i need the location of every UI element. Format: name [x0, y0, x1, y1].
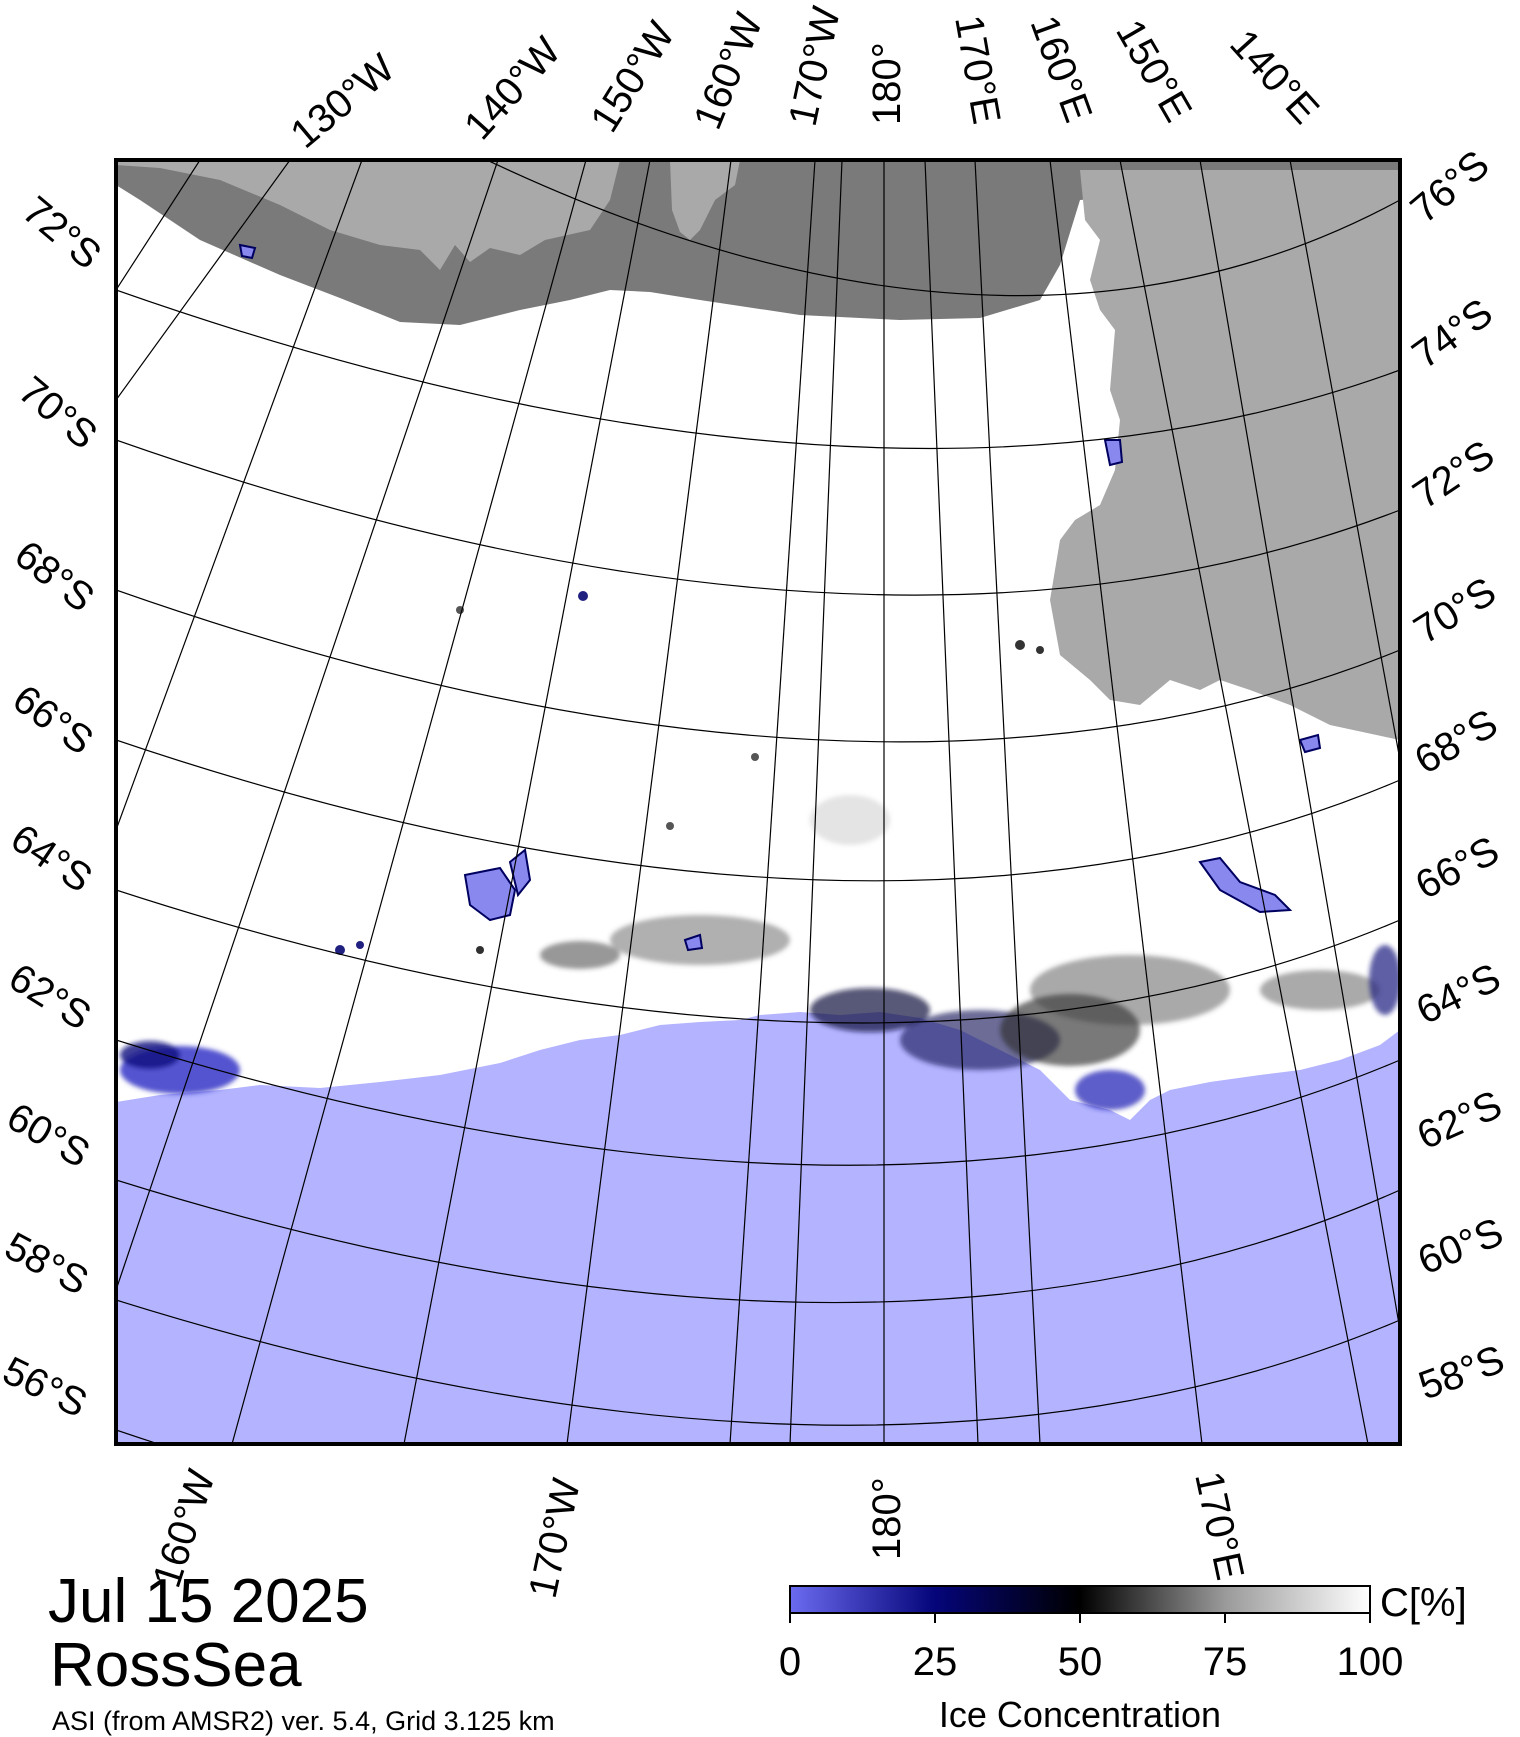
lon-label-top: 170°E — [946, 12, 1008, 127]
lat-label-right: 58°S — [1413, 1337, 1510, 1408]
colorbar-tick-label: 100 — [1337, 1640, 1404, 1684]
land-upper — [116, 160, 620, 270]
top-lon-labels: 130°W 140°W 150°W 160°W 170°W 180° 170°E… — [283, 3, 1328, 157]
map-date: Jul 15 2025 — [48, 1567, 369, 1636]
lon-label-top: 160°W — [686, 7, 772, 135]
colorbar: 0 25 50 75 100 C[%] Ice Concentration — [779, 1581, 1467, 1735]
lat-label-left: 70°S — [10, 368, 105, 458]
map-frame — [114, 158, 1402, 1446]
lat-label-left: 60°S — [0, 1095, 97, 1177]
left-lat-labels: 72°S 70°S 68°S 66°S 64°S 62°S 60°S 58°S … — [0, 188, 109, 1426]
data-source: ASI (from AMSR2) ver. 5.4, Grid 3.125 km — [52, 1706, 555, 1736]
colorbar-tick-label: 0 — [779, 1640, 801, 1684]
colorbar-title: Ice Concentration — [939, 1694, 1221, 1735]
lat-label-left: 64°S — [3, 816, 100, 901]
lon-label-top: 140°W — [456, 29, 569, 148]
lat-label-left: 66°S — [5, 677, 101, 764]
lat-label-right: 72°S — [1405, 432, 1502, 517]
polynyas — [238, 243, 1322, 955]
lat-label-right: 70°S — [1406, 569, 1503, 653]
lon-label-top: 180° — [865, 42, 909, 125]
lon-label-bottom: 170°W — [521, 1475, 589, 1602]
lat-label-right: 62°S — [1411, 1083, 1509, 1159]
lon-label-top: 170°W — [781, 3, 849, 130]
lon-label-bottom: 180° — [865, 1477, 909, 1560]
lon-label-top: 150°W — [582, 14, 683, 140]
lat-label-left: 72°S — [14, 188, 109, 278]
colorbar-tick-label: 75 — [1203, 1640, 1248, 1684]
lon-label-top: 130°W — [283, 46, 404, 157]
lon-label-top: 160°E — [1022, 10, 1101, 128]
ocean — [116, 1012, 1400, 1444]
lat-label-right: 60°S — [1412, 1210, 1509, 1283]
lat-label-right: 68°S — [1408, 701, 1505, 783]
victoria-land — [1050, 170, 1400, 740]
lon-label-bottom: 170°E — [1186, 1468, 1252, 1584]
lat-label-right: 66°S — [1409, 828, 1507, 908]
lat-label-right: 76°S — [1403, 142, 1498, 232]
right-lat-labels: 76°S 74°S 72°S 70°S 68°S 66°S 64°S 62°S … — [1403, 142, 1510, 1408]
lat-label-right: 74°S — [1404, 290, 1500, 377]
lat-label-left: 62°S — [1, 955, 98, 1039]
colorbar-tick-label: 25 — [913, 1640, 958, 1684]
graticule — [116, 160, 1400, 1444]
land-ridge — [670, 160, 740, 240]
lat-label-right: 64°S — [1410, 955, 1508, 1033]
lon-label-top: 140°E — [1221, 22, 1327, 133]
colorbar-unit: C[%] — [1380, 1581, 1467, 1625]
lat-label-left: 56°S — [0, 1349, 94, 1427]
lon-label-top: 150°E — [1107, 13, 1200, 130]
map-region: RossSea — [50, 1631, 302, 1700]
lat-label-left: 58°S — [0, 1224, 95, 1304]
colorbar-gradient — [789, 1585, 1371, 1614]
marginal-ice-zone — [120, 795, 1400, 1110]
lat-label-left: 68°S — [6, 532, 102, 620]
colorbar-tick-label: 50 — [1058, 1640, 1103, 1684]
